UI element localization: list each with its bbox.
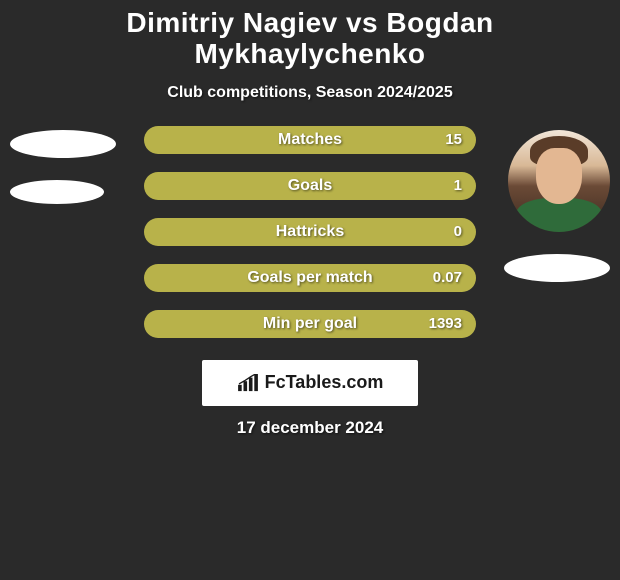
date-line: 17 december 2024 <box>10 418 610 438</box>
stat-bar: Matches 15 <box>144 126 476 154</box>
right-ellipse-1 <box>504 254 610 282</box>
stat-label: Goals per match <box>247 269 372 287</box>
bar-chart-icon <box>237 374 259 392</box>
stats-column: Matches 15 Goals 1 Hattricks 0 Goals per match… <box>130 126 490 338</box>
stat-bar: Hattricks 0 <box>144 218 476 246</box>
fctables-logo[interactable]: FcTables.com <box>202 360 418 406</box>
stat-value-right: 1393 <box>429 315 462 332</box>
comparison-layout: Matches 15 Goals 1 Hattricks 0 Goals per match… <box>10 130 610 338</box>
stat-label: Hattricks <box>276 223 344 241</box>
right-player-avatar <box>508 130 610 232</box>
stat-label: Min per goal <box>263 315 357 333</box>
stat-bar: Goals 1 <box>144 172 476 200</box>
left-player-col <box>10 130 130 204</box>
stat-value-right: 1 <box>454 177 462 194</box>
left-ellipse-2 <box>10 180 104 204</box>
subtitle: Club competitions, Season 2024/2025 <box>10 84 610 102</box>
stat-value-right: 15 <box>445 131 462 148</box>
stat-label: Matches <box>278 131 342 149</box>
stat-value-right: 0.07 <box>433 269 462 286</box>
page-title: Dimitriy Nagiev vs Bogdan Mykhaylychenko <box>10 8 610 70</box>
stat-bar: Goals per match 0.07 <box>144 264 476 292</box>
stat-bar: Min per goal 1393 <box>144 310 476 338</box>
logo-text: FcTables.com <box>265 372 384 393</box>
stat-label: Goals <box>288 177 332 195</box>
left-ellipse-1 <box>10 130 116 158</box>
right-player-col <box>490 130 610 282</box>
stat-value-right: 0 <box>454 223 462 240</box>
